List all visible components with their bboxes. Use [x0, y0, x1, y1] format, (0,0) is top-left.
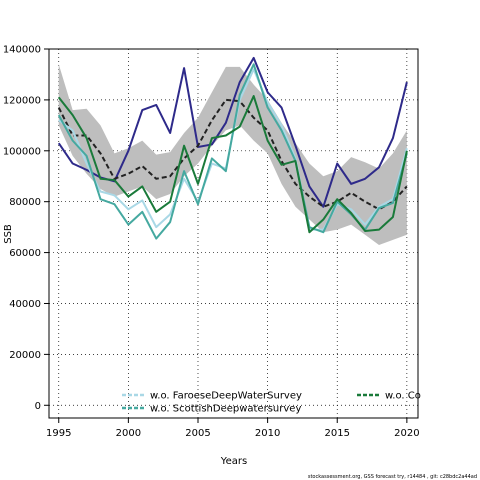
legend-label: w.o. Co: [385, 391, 421, 402]
x-tick-label: 2010: [255, 428, 280, 439]
x-tick-label: 2005: [185, 428, 210, 439]
x-axis-title: Years: [220, 456, 247, 467]
y-tick-label: 20000: [9, 350, 41, 361]
confidence-band: [58, 64, 407, 245]
legend-label: w.o. FaroeseDeepWaterSurvey: [150, 391, 302, 402]
series-line-1: [57, 98, 408, 211]
y-tick-label: 80000: [9, 197, 41, 208]
x-tick-label: 2015: [325, 428, 350, 439]
y-axis-title: SSB: [3, 224, 14, 244]
y-tick-label: 0: [35, 401, 41, 412]
series-line-4: [57, 95, 408, 234]
x-tick-label: 2000: [116, 428, 141, 439]
x-tick-label: 1995: [46, 428, 71, 439]
y-tick-label: 140000: [3, 45, 41, 56]
series-lines: [57, 56, 408, 240]
y-tick-label: 40000: [9, 299, 41, 310]
y-axis: 0 20000 40000 60000 80000 100000 120000 140000: [3, 45, 49, 412]
series-line-3: [57, 63, 408, 240]
grid-lines: [49, 48, 418, 418]
y-tick-label: 60000: [9, 248, 41, 259]
series-line-0: [57, 56, 408, 208]
legend-label: w.o. ScottishDeepwatersurvey: [150, 404, 301, 415]
y-tick-label: 100000: [3, 146, 41, 157]
y-tick-label: 120000: [3, 95, 41, 106]
x-axis: 1995 2000 2005 2010 2015 2020: [46, 418, 420, 439]
x-tick-label: 2020: [394, 428, 419, 439]
footer-credit: stockassessment.org, GSS forecast try, r…: [308, 474, 477, 480]
plot-frame: [48, 48, 419, 419]
legend: w.o. FaroeseDeepWaterSurvey w.o. Scottish…: [122, 391, 421, 415]
confidence-band-area: [58, 64, 407, 245]
